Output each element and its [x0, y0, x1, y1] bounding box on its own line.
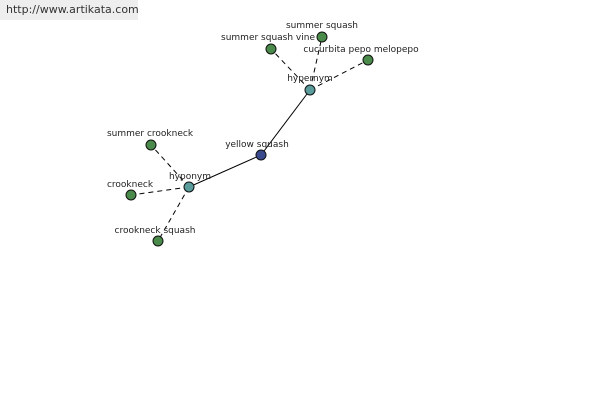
node-label: summer crookneck [107, 129, 194, 139]
edge [157, 186, 190, 242]
edge [309, 36, 323, 91]
node[interactable] [316, 31, 328, 43]
node[interactable] [255, 149, 267, 161]
node[interactable] [183, 181, 195, 193]
site-url[interactable]: http://www.artikata.com [0, 0, 139, 20]
node-label: hypernym [287, 74, 333, 84]
edge [130, 186, 190, 196]
node[interactable] [304, 84, 316, 96]
node-label: summer squash vine [221, 33, 315, 43]
edge [150, 144, 190, 188]
node[interactable] [125, 189, 137, 201]
node-label: summer squash [286, 21, 358, 31]
node-label: cucurbita pepo melopepo [303, 45, 419, 55]
edge [260, 89, 311, 156]
node[interactable] [362, 54, 374, 66]
edge [309, 59, 369, 91]
node-label: hyponym [169, 172, 211, 182]
edge [188, 154, 262, 188]
node-label: crookneck [107, 180, 154, 190]
node[interactable] [145, 139, 157, 151]
node[interactable] [265, 43, 277, 55]
node-label: crookneck squash [115, 226, 196, 236]
node-label: yellow squash [225, 140, 289, 150]
node[interactable] [152, 235, 164, 247]
edge [270, 48, 311, 91]
